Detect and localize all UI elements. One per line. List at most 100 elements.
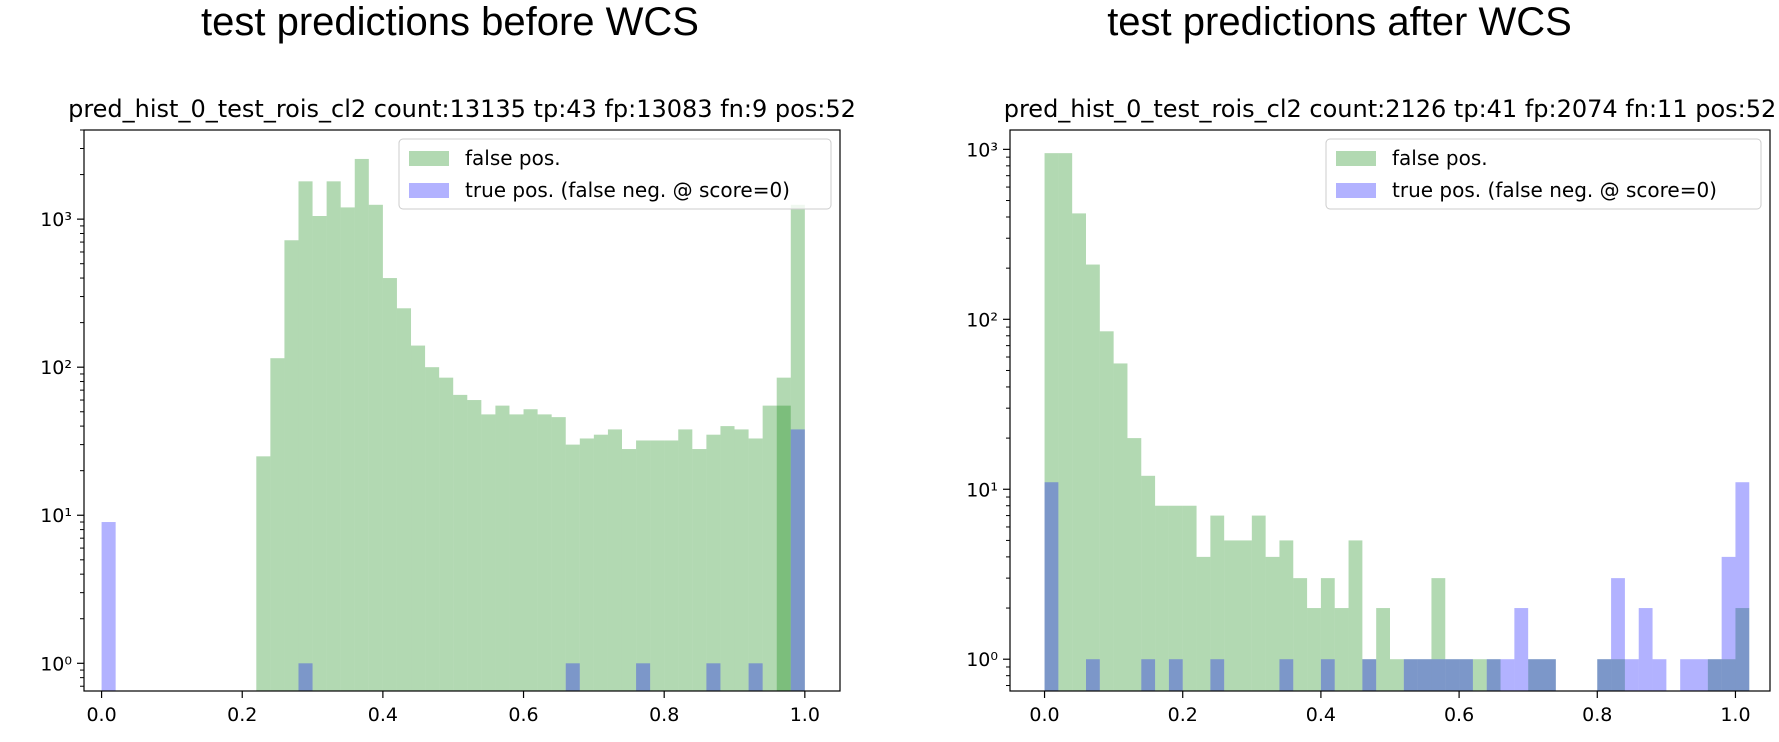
true-pos-bar bbox=[1486, 659, 1501, 691]
histogram-panel-after-wcs: pred_hist_0_test_rois_cl2 count:2126 tp:… bbox=[966, 95, 1776, 726]
false-pos-bar bbox=[1058, 153, 1073, 691]
false-pos-bar bbox=[453, 394, 468, 691]
false-pos-bar bbox=[326, 181, 341, 691]
false-pos-bar bbox=[1072, 213, 1086, 691]
false-pos-bar bbox=[1265, 556, 1280, 691]
false-pos-bar bbox=[509, 414, 524, 691]
true-pos-bar bbox=[1707, 659, 1722, 691]
false-pos-bar bbox=[664, 440, 679, 691]
y-tick-label: 10⁰ bbox=[966, 649, 998, 671]
false-pos-bar bbox=[692, 449, 707, 691]
histogram-panel-before-wcs: pred_hist_0_test_rois_cl2 count:13135 tp… bbox=[40, 95, 856, 726]
false-pos-bar bbox=[1390, 659, 1404, 691]
true-pos-bar bbox=[1445, 659, 1460, 691]
y-tick-label: 10¹ bbox=[40, 505, 72, 527]
false-pos-bar bbox=[1707, 659, 1722, 691]
plot-title: pred_hist_0_test_rois_cl2 count:13135 tp… bbox=[68, 95, 856, 123]
true-pos-bar bbox=[1210, 659, 1225, 691]
x-tick-label: 0.6 bbox=[508, 704, 538, 726]
true-pos-bar bbox=[1514, 608, 1529, 691]
false-pos-bar bbox=[1238, 540, 1252, 691]
false-pos-bar bbox=[368, 204, 383, 692]
legend-label: false pos. bbox=[1392, 146, 1488, 170]
false-pos-bar bbox=[1376, 608, 1390, 691]
false-pos-bar bbox=[636, 440, 651, 691]
false-pos-bar bbox=[523, 409, 538, 691]
false-pos-bar bbox=[579, 438, 594, 691]
true-pos-bar bbox=[1459, 659, 1473, 691]
true-pos-bar bbox=[101, 522, 116, 691]
true-pos-bar bbox=[1624, 659, 1639, 691]
false-pos-bar bbox=[354, 158, 369, 691]
axes-frame bbox=[1009, 129, 1771, 692]
false-pos-bar bbox=[1293, 578, 1308, 691]
false-pos-bar bbox=[411, 345, 426, 691]
legend-box bbox=[1325, 138, 1762, 210]
true-pos-bar bbox=[636, 663, 651, 691]
x-tick-label: 0.8 bbox=[1582, 704, 1612, 726]
false-pos-bar bbox=[621, 449, 637, 691]
x-tick-label: 0.0 bbox=[86, 704, 116, 726]
false-pos-bar bbox=[425, 367, 440, 691]
false-pos-bar bbox=[1224, 540, 1238, 691]
true-pos-bar bbox=[1320, 659, 1335, 691]
false-pos-series bbox=[1044, 153, 1750, 691]
false-pos-bar bbox=[382, 278, 397, 691]
true-pos-bar bbox=[298, 663, 313, 691]
true-pos-bar bbox=[565, 663, 580, 691]
false-pos-bar bbox=[1307, 608, 1321, 691]
true-pos-bar bbox=[1500, 659, 1515, 691]
false-pos-bar bbox=[467, 400, 482, 691]
false-pos-bar bbox=[762, 405, 777, 691]
true-pos-bar bbox=[1403, 659, 1418, 691]
x-tick-label: 0.8 bbox=[649, 704, 679, 726]
false-pos-bar bbox=[1086, 264, 1100, 691]
y-tick-label: 10³ bbox=[40, 209, 72, 231]
true-pos-bar bbox=[748, 663, 763, 691]
false-pos-bar bbox=[1486, 659, 1501, 691]
false-pos-bar bbox=[1348, 540, 1363, 691]
false-pos-bar bbox=[1099, 331, 1114, 691]
false-pos-bar bbox=[1472, 659, 1487, 691]
x-tick-label: 0.4 bbox=[368, 704, 398, 726]
false-pos-bar bbox=[1403, 659, 1418, 691]
legend-swatch bbox=[1336, 183, 1376, 198]
true-pos-bar bbox=[1735, 482, 1750, 691]
y-tick-label: 10¹ bbox=[966, 479, 998, 501]
true-pos-bar bbox=[1141, 659, 1156, 691]
x-tick-label: 0.6 bbox=[1444, 704, 1474, 726]
false-pos-bar bbox=[439, 377, 454, 691]
true-pos-bar bbox=[1721, 556, 1736, 691]
legend-label: false pos. bbox=[465, 146, 561, 170]
y-tick-label: 10³ bbox=[966, 139, 998, 161]
false-pos-bar bbox=[1611, 659, 1625, 691]
false-pos-bar bbox=[748, 438, 763, 691]
false-pos-bar bbox=[1182, 505, 1197, 691]
true-pos-bar bbox=[1611, 578, 1625, 691]
true-pos-bar bbox=[1652, 659, 1667, 691]
false-pos-bar bbox=[284, 240, 299, 691]
legend-box bbox=[398, 138, 832, 210]
false-pos-bar bbox=[593, 434, 608, 691]
false-pos-series bbox=[256, 158, 805, 692]
false-pos-bar bbox=[298, 181, 313, 691]
false-pos-bar bbox=[1735, 608, 1750, 691]
false-pos-bar bbox=[1279, 540, 1294, 691]
true-pos-series bbox=[101, 429, 805, 691]
false-pos-bar bbox=[1445, 659, 1460, 691]
false-pos-bar bbox=[1721, 659, 1736, 691]
y-tick-label: 10⁰ bbox=[40, 653, 72, 675]
false-pos-bar bbox=[1113, 363, 1128, 691]
plot-title: pred_hist_0_test_rois_cl2 count:2126 tp:… bbox=[1004, 95, 1777, 123]
true-pos-bar bbox=[1528, 659, 1542, 691]
false-pos-bar bbox=[678, 429, 693, 691]
x-tick-label: 0.2 bbox=[1168, 704, 1198, 726]
legend-label: true pos. (false neg. @ score=0) bbox=[1392, 178, 1717, 202]
x-tick-label: 1.0 bbox=[1720, 704, 1750, 726]
x-tick-label: 0.2 bbox=[227, 704, 257, 726]
x-tick-label: 1.0 bbox=[790, 704, 820, 726]
false-pos-bar bbox=[396, 308, 412, 691]
legend-swatch bbox=[1336, 151, 1376, 166]
legend-swatch bbox=[409, 151, 449, 166]
